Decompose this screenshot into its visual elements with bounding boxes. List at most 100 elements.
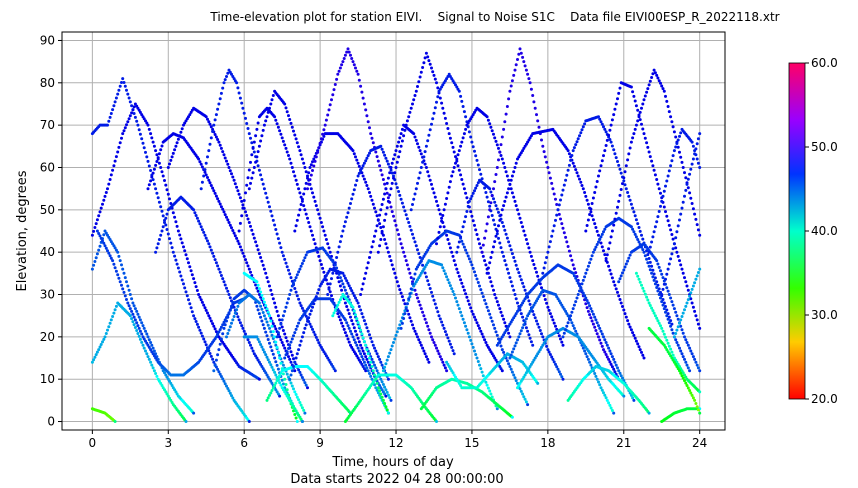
data-point: [112, 104, 116, 108]
data-point: [447, 281, 451, 285]
data-point: [107, 325, 111, 329]
data-point: [293, 413, 297, 416]
data-point: [413, 135, 417, 139]
data-point: [101, 340, 104, 344]
data-point: [576, 174, 580, 178]
data-point: [376, 159, 380, 163]
data-point: [683, 194, 686, 198]
data-point: [428, 287, 432, 290]
data-point: [481, 335, 485, 339]
data-point: [207, 178, 211, 182]
data-point: [207, 314, 211, 318]
data-point: [347, 312, 351, 316]
data-point: [283, 346, 287, 350]
data-point: [603, 227, 607, 231]
data-point: [650, 306, 654, 310]
data-point: [642, 132, 646, 136]
data-point: [526, 72, 530, 76]
data-point: [448, 342, 452, 346]
data-point: [657, 210, 661, 213]
data-point: [512, 373, 516, 377]
data-point: [395, 330, 399, 334]
data-point: [507, 187, 511, 191]
data-point: [557, 203, 561, 207]
data-point: [457, 274, 461, 278]
data-point: [617, 294, 621, 298]
data-point: [598, 338, 602, 342]
data-point: [292, 334, 295, 338]
data-point: [478, 284, 481, 288]
data-point: [343, 220, 347, 224]
data-point: [683, 379, 686, 383]
data-point: [448, 136, 452, 140]
data-point: [316, 291, 320, 295]
data-point: [579, 180, 583, 184]
y-tick-label: 80: [40, 76, 55, 90]
data-point: [457, 307, 461, 311]
data-point: [438, 96, 442, 100]
data-point: [670, 233, 674, 236]
data-point: [443, 366, 447, 370]
data-point: [281, 254, 285, 258]
data-point: [333, 263, 337, 267]
data-point: [376, 355, 380, 359]
colorbar-tick-label: 60.0: [811, 56, 838, 70]
data-point: [106, 187, 109, 191]
data-point: [662, 189, 666, 193]
data-point: [412, 132, 416, 136]
data-point: [394, 223, 398, 227]
data-point: [152, 144, 156, 148]
data-point: [431, 338, 435, 342]
data-point: [185, 257, 189, 261]
data-point: [413, 288, 417, 292]
data-point: [269, 209, 273, 213]
data-point: [653, 276, 657, 280]
data-point: [575, 171, 579, 175]
data-point: [516, 208, 519, 212]
data-point: [365, 357, 369, 361]
data-point: [651, 235, 655, 239]
data-point: [583, 275, 587, 279]
data-point: [152, 167, 156, 171]
data-point: [695, 274, 699, 278]
data-point: [657, 321, 661, 325]
data-point: [160, 229, 164, 233]
data-point: [470, 309, 474, 313]
data-point: [302, 378, 306, 382]
data-point: [508, 276, 512, 280]
data-point: [441, 214, 445, 217]
data-point: [529, 254, 533, 258]
data-point: [237, 192, 241, 196]
data-point: [340, 288, 344, 292]
data-point: [275, 232, 279, 236]
data-point: [416, 248, 419, 252]
data-point: [342, 285, 346, 289]
data-point: [698, 390, 702, 394]
data-point: [427, 283, 431, 287]
data-point: [466, 331, 470, 335]
data-point: [653, 314, 657, 318]
data-point: [497, 224, 500, 228]
data-point: [268, 326, 271, 330]
data-point: [690, 393, 694, 397]
data-point: [465, 295, 469, 299]
data-point: [532, 263, 536, 266]
data-point: [146, 335, 150, 339]
data-point: [651, 275, 655, 279]
data-point: [612, 148, 616, 152]
data-point: [636, 119, 640, 123]
data-point: [246, 127, 250, 130]
data-point: [494, 173, 498, 176]
data-point: [492, 197, 495, 201]
data-point: [690, 162, 694, 166]
data-point: [371, 141, 375, 145]
data-point: [597, 335, 600, 339]
data-point: [388, 254, 392, 258]
data-point: [610, 118, 614, 122]
data-point: [226, 387, 230, 390]
data-point: [440, 219, 444, 223]
data-point: [303, 187, 307, 191]
data-point: [510, 350, 514, 354]
data-point: [260, 345, 264, 349]
data-point: [289, 360, 293, 364]
